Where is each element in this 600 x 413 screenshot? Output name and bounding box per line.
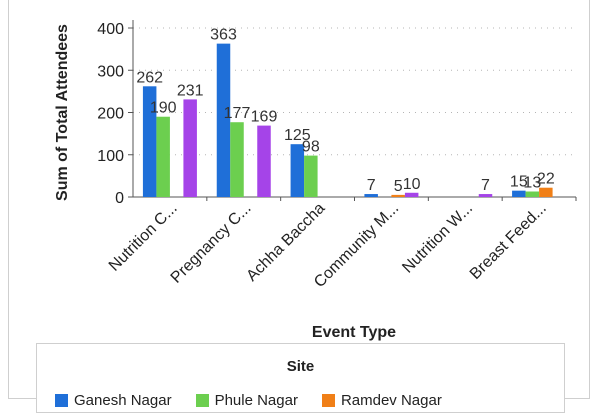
- bar: [539, 187, 553, 197]
- bar: [142, 86, 157, 197]
- legend-item: Ramdev Nagar: [321, 392, 442, 409]
- legend-label: Phule Nagar: [214, 392, 298, 409]
- data-label: 262: [136, 69, 163, 86]
- bar: [290, 144, 305, 197]
- bar: [156, 116, 170, 197]
- x-tick-label: Nutrition C...: [106, 200, 181, 275]
- bar: [304, 155, 318, 197]
- bar: [478, 194, 493, 197]
- data-label: 15: [510, 174, 528, 191]
- x-tick-label: Nutrition W...: [399, 200, 476, 277]
- bar: [364, 194, 378, 197]
- data-label: 5: [394, 178, 403, 195]
- legend-items: Ganesh Nagar Phule Nagar Ramdev Nagar: [55, 392, 442, 409]
- data-label: 98: [302, 139, 320, 156]
- legend-label: Ramdev Nagar: [340, 392, 442, 409]
- legend-item: Phule Nagar: [195, 392, 298, 409]
- legend-title: Site: [286, 358, 315, 375]
- y-tick-label: 400: [97, 21, 124, 38]
- y-tick-label: 200: [97, 106, 124, 123]
- y-tick-label: 100: [97, 148, 124, 165]
- data-label: 10: [403, 176, 421, 193]
- y-tick-label: 300: [97, 63, 124, 80]
- bar-chart: 0 100 200 300 400 Nutrition C...Pregnancy C..…: [54, 20, 577, 341]
- bar: [391, 194, 405, 197]
- bar: [525, 191, 540, 197]
- bar: [230, 122, 244, 197]
- legend-label: Ganesh Nagar: [74, 392, 172, 409]
- data-label: 7: [481, 177, 490, 194]
- legend: Site Ganesh Nagar Phule Nagar Ramdev Nagar: [36, 343, 565, 413]
- bars: [142, 43, 553, 197]
- data-label: 363: [210, 27, 237, 44]
- bar: [404, 192, 419, 197]
- y-tick-label: 0: [115, 190, 124, 207]
- legend-swatch: [55, 394, 68, 407]
- x-tick-label: Breast Feed...: [467, 200, 550, 283]
- bar: [512, 190, 526, 197]
- y-axis-title: Sum of Total Attendees: [54, 24, 71, 201]
- x-axis-title: Event Type: [312, 324, 396, 341]
- bar: [257, 125, 271, 197]
- x-tick-label: Pregnancy C...: [168, 200, 255, 287]
- data-label: 22: [537, 171, 555, 188]
- data-label: 13: [523, 175, 541, 192]
- data-label: 190: [150, 100, 177, 117]
- legend-swatch: [321, 394, 335, 407]
- data-label: 169: [251, 109, 278, 126]
- bar: [216, 43, 231, 197]
- bar: [183, 99, 197, 197]
- data-label: 125: [284, 127, 311, 144]
- legend-swatch: [195, 394, 209, 407]
- data-label: 7: [367, 177, 376, 194]
- x-tick-label: Achha Baccha: [243, 200, 328, 285]
- chart-frame: 0 100 200 300 400 Nutrition C... Pregnancy C..…: [8, 0, 590, 399]
- data-label: 231: [177, 82, 204, 99]
- legend-item: Ganesh Nagar: [55, 392, 172, 409]
- data-label: 177: [224, 105, 251, 122]
